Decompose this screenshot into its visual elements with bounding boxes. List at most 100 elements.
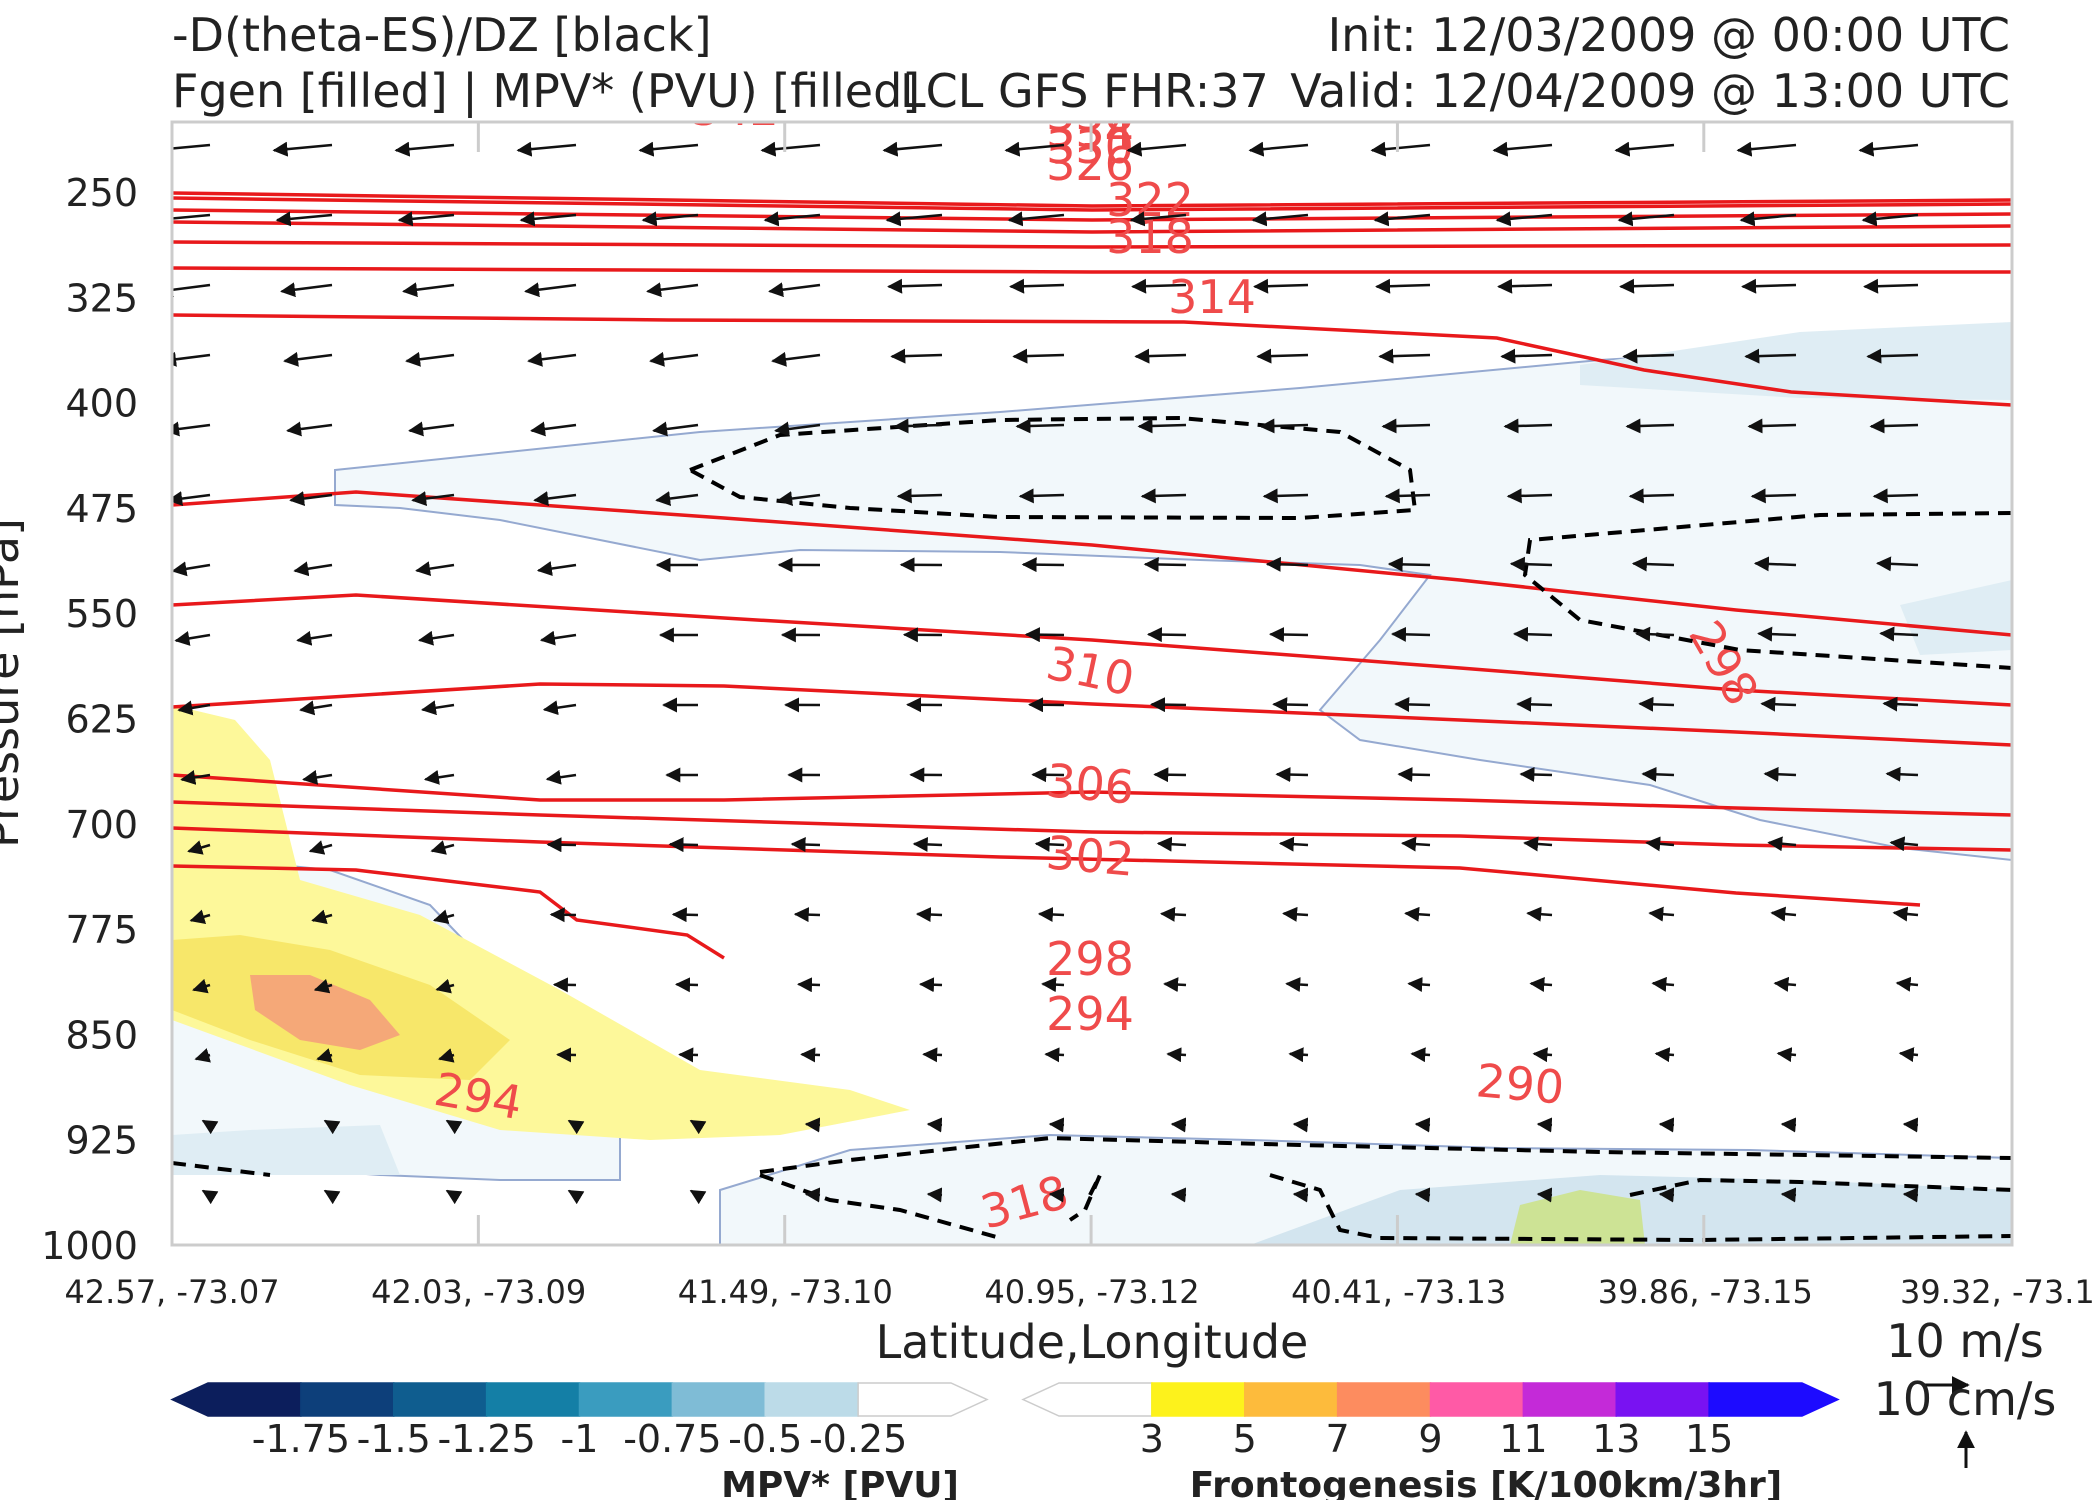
- colorbar-tick-label: 7: [1326, 1417, 1350, 1461]
- wind-vector: [1622, 348, 1675, 364]
- y-tick-label: 625: [65, 698, 138, 742]
- wind-vector: [1638, 696, 1675, 712]
- wind-vector: [1736, 141, 1797, 157]
- colorbar-tick-label: -0.75: [623, 1417, 721, 1461]
- wind-vector: [1526, 906, 1553, 922]
- y-axis-label: Pressure [hPa]: [0, 518, 29, 848]
- wind-vector: [1397, 767, 1431, 783]
- wind-vector: [545, 769, 577, 785]
- wind-vector: [1645, 836, 1675, 852]
- wind-vector: [1143, 557, 1187, 573]
- wind-vector: [172, 213, 211, 220]
- wind-vector: [1375, 278, 1431, 294]
- theta-es-contour-label: 342: [691, 82, 779, 136]
- wind-vector: [289, 491, 333, 507]
- title-line-1: -D(theta-ES)/DZ [black]: [172, 8, 712, 62]
- wind-vector: [172, 491, 211, 507]
- wind-vector: [1160, 906, 1187, 922]
- colorbar-swatch: [1021, 1382, 1153, 1417]
- wind-vector: [1404, 906, 1431, 922]
- wind-reference-horizontal: 10 m/s: [1886, 1314, 2043, 1368]
- colorbar-swatch: [671, 1382, 766, 1417]
- wind-vector: [1895, 976, 1919, 992]
- wind-vector: [1370, 141, 1431, 157]
- wind-vector: [180, 770, 211, 785]
- wind-vector: [316, 1048, 333, 1063]
- wind-vector: [689, 1189, 707, 1205]
- wind-vector: [1863, 278, 1919, 294]
- wind-vector: [1378, 348, 1431, 364]
- wind-vector: [638, 141, 699, 157]
- wind-vector: [430, 840, 455, 855]
- wind-vector: [438, 1048, 455, 1063]
- mpv-region-right-dark: [1900, 580, 2012, 655]
- colorbar-swatch: [170, 1382, 302, 1417]
- wind-reference-vertical: 10 cm/s: [1874, 1372, 2057, 1426]
- fgen-filled-regions: [172, 705, 910, 1140]
- wind-vector: [539, 630, 577, 646]
- dashed-contour-right: [1522, 511, 2012, 670]
- wind-vector: [1414, 1117, 1431, 1133]
- x-tick-label: 40.41, -73.13: [1291, 1273, 1506, 1311]
- wind-vector: [800, 1047, 821, 1063]
- dashed-contour-mid: [685, 415, 1418, 521]
- wind-vector: [1628, 488, 1675, 504]
- wind-vector: [1885, 766, 1919, 782]
- wind-vector: [1861, 211, 1919, 227]
- wind-vector: [1780, 1117, 1797, 1133]
- wind-vector: [1614, 141, 1675, 157]
- wind-vector: [1892, 906, 1919, 922]
- wind-vector: [1631, 556, 1675, 572]
- fgen-colorbar: 3 5 7 9 11 13 15: [1021, 1382, 1840, 1461]
- theta-es-contour-label: 298: [1046, 932, 1134, 986]
- wind-vector: [655, 491, 699, 507]
- wind-vector: [1004, 141, 1065, 157]
- mpv-region-upper-dark: [1580, 322, 2012, 400]
- theta-es-contour-290: [172, 864, 725, 960]
- valid-time: Valid: 12/04/2009 @ 13:00 UTC: [1290, 64, 2010, 118]
- wind-vector: [1760, 696, 1797, 712]
- wind-vector: [189, 909, 211, 924]
- wind-vector: [1269, 626, 1309, 642]
- wind-vector: [893, 418, 943, 434]
- theta-es-contour-label: 294: [1046, 987, 1134, 1041]
- colorbar-swatch: [1151, 1382, 1246, 1417]
- wind-vector: [1516, 696, 1553, 712]
- mpv-region-left-dark: [172, 1125, 400, 1175]
- init-time: Init: 12/03/2009 @ 00:00 UTC: [1327, 8, 2010, 62]
- wind-vector: [1519, 766, 1553, 782]
- wind-vector: [675, 977, 699, 993]
- wind-vector: [402, 282, 455, 298]
- wind-vector: [1163, 977, 1187, 993]
- mpv-colorbar-label: MPV* [PVU]: [721, 1465, 959, 1500]
- theta-es-contour-302: [172, 773, 2012, 817]
- wind-vector: [1048, 1187, 1065, 1203]
- wind-vector: [1275, 767, 1309, 783]
- colorbar-tick-label: 9: [1418, 1417, 1442, 1461]
- wind-vector: [885, 211, 943, 227]
- wind-vector: [1384, 488, 1431, 504]
- wind-vector: [1651, 976, 1675, 992]
- y-tick-label: 850: [65, 1013, 138, 1057]
- dashed-contour-surface-top: [759, 1135, 2012, 1174]
- wind-vector: [1292, 1117, 1309, 1133]
- theta-es-contours: 342 3383343303263223183143103063022982942…: [172, 82, 2012, 1240]
- wind-vector: [646, 282, 699, 298]
- wind-vector: [1253, 278, 1309, 294]
- dashed-contour-surface-bottom: [1269, 1173, 2012, 1243]
- wind-vector: [1282, 906, 1309, 922]
- y-tick-label: 475: [65, 487, 138, 531]
- plot-grid: [476, 122, 1706, 1245]
- wind-vector: [804, 1187, 821, 1203]
- wind-vector: [1394, 696, 1431, 712]
- wind-vector: [1015, 418, 1065, 434]
- wind-vector: [1780, 1187, 1797, 1203]
- wind-vector: [177, 700, 211, 716]
- wind-vector: [1536, 1187, 1553, 1203]
- title-line-2: Fgen [filled] | MPV* (PVU) [filled]: [172, 64, 921, 118]
- wind-vector: [1170, 1187, 1187, 1203]
- wind-vector: [1410, 1047, 1431, 1063]
- wind-vector: [1373, 211, 1431, 227]
- wind-vector: [1259, 418, 1309, 434]
- wind-vector: [1741, 278, 1797, 294]
